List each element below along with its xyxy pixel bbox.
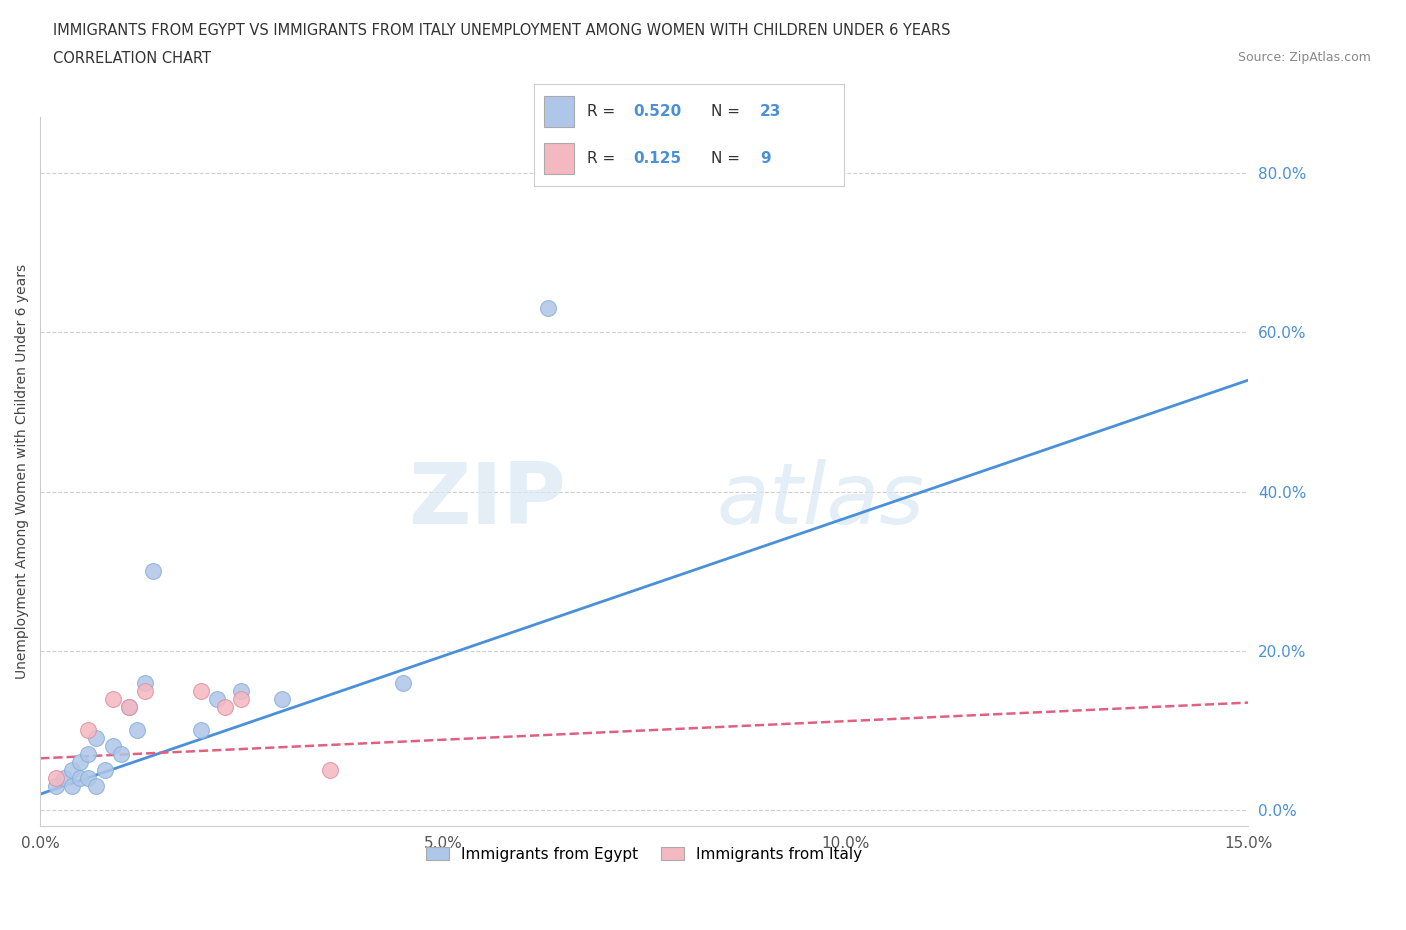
Text: 0.520: 0.520 [633, 104, 682, 119]
Point [110, 747, 132, 762]
Text: Source: ZipAtlas.com: Source: ZipAtlas.com [1237, 51, 1371, 64]
Text: atlas: atlas [717, 458, 925, 541]
Point [77, 771, 100, 786]
Point [53, 771, 76, 786]
Text: CORRELATION CHART: CORRELATION CHART [53, 51, 211, 66]
Point [214, 699, 236, 714]
Point [207, 691, 229, 706]
Text: ZIP: ZIP [408, 458, 565, 541]
Point [231, 691, 253, 706]
Bar [544, 143, 575, 174]
Text: R =: R = [586, 151, 620, 166]
Text: 0.125: 0.125 [633, 151, 682, 166]
Text: IMMIGRANTS FROM EGYPT VS IMMIGRANTS FROM ITALY UNEMPLOYMENT AMONG WOMEN WITH CHI: IMMIGRANTS FROM EGYPT VS IMMIGRANTS FROM… [53, 23, 950, 38]
Text: 23: 23 [761, 104, 782, 119]
Text: R =: R = [586, 104, 620, 119]
Point [190, 684, 212, 698]
Point [93, 763, 115, 777]
Text: N =: N = [710, 104, 744, 119]
Point [86, 778, 108, 793]
Point [118, 699, 141, 714]
Y-axis label: Unemployment Among Women with Children Under 6 years: Unemployment Among Women with Children U… [15, 264, 30, 679]
Point [270, 691, 292, 706]
Point [319, 763, 342, 777]
Point [101, 691, 124, 706]
Point [77, 723, 100, 737]
Point [134, 684, 156, 698]
Point [45, 778, 67, 793]
Point [69, 771, 91, 786]
Point [118, 699, 141, 714]
Point [134, 675, 156, 690]
Point [86, 731, 108, 746]
Text: 9: 9 [761, 151, 770, 166]
Point [60, 778, 83, 793]
Text: N =: N = [710, 151, 744, 166]
Point [536, 301, 558, 316]
Point [125, 723, 148, 737]
Point [77, 747, 100, 762]
Point [190, 723, 212, 737]
Bar [544, 96, 575, 126]
Point [142, 564, 165, 578]
Point [45, 771, 67, 786]
Point [231, 684, 253, 698]
Point [60, 763, 83, 777]
Point [101, 739, 124, 754]
Legend: Immigrants from Egypt, Immigrants from Italy: Immigrants from Egypt, Immigrants from I… [420, 841, 869, 868]
Point [391, 675, 413, 690]
Point [69, 755, 91, 770]
